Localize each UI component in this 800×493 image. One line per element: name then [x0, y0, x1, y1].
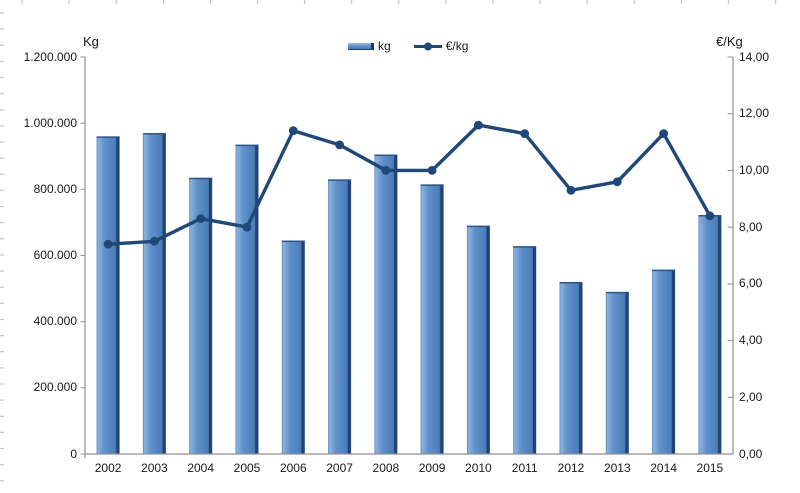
- y2-axis-tick-label: 4,00: [739, 333, 763, 348]
- y-axis-tick-label: 600.000: [33, 248, 77, 262]
- y-axis-tick-label: 400.000: [33, 314, 77, 329]
- right-axis-title: €/Kg: [716, 34, 743, 49]
- x-axis-tick-label: 2004: [187, 461, 215, 475]
- x-axis-tick-label: 2014: [650, 461, 677, 475]
- x-axis-tick-label: 2012: [557, 461, 585, 475]
- bar-series-icon: [348, 42, 374, 50]
- y2-axis-tick-label: 8,00: [739, 219, 763, 234]
- y2-axis-tick-label: 12,00: [739, 106, 770, 121]
- left-axis-title: Kg: [83, 34, 99, 49]
- y-axis-tick-label: 200.000: [33, 380, 77, 395]
- x-axis-tick-label: 2015: [696, 461, 724, 475]
- y2-axis-tick-label: 14,00: [739, 49, 770, 64]
- x-axis-tick-label: 2006: [279, 461, 307, 475]
- x-axis-tick-label: 2005: [233, 461, 261, 475]
- y2-axis-tick-label: 10,00: [739, 162, 770, 177]
- y2-axis-tick-label: 0,00: [739, 446, 763, 461]
- legend-item-eur: €/kg: [413, 39, 469, 53]
- x-axis-tick-label: 2009: [418, 461, 446, 475]
- legend-item-kg: kg: [348, 39, 391, 53]
- legend-label-eur: €/kg: [445, 39, 469, 53]
- y2-axis-tick-label: 2,00: [739, 389, 763, 404]
- x-axis-tick-label: 2013: [603, 461, 631, 475]
- y-axis-tick-label: 1.200.000: [23, 49, 77, 64]
- y-axis-tick-label: 1.000.000: [23, 115, 77, 130]
- y2-axis-tick-label: 6,00: [739, 276, 763, 291]
- x-axis-tick-label: 2010: [465, 461, 492, 475]
- legend: kg €/kg: [348, 39, 468, 53]
- y-axis-tick-label: 800.000: [33, 181, 77, 196]
- x-axis-tick-label: 2011: [511, 461, 538, 475]
- line-series-icon: [413, 42, 442, 50]
- x-axis-tick-label: 2002: [94, 461, 122, 475]
- x-axis-tick-label: 2008: [372, 461, 400, 475]
- x-axis-tick-label: 2003: [141, 461, 168, 475]
- y-axis-tick-label: 0: [70, 446, 77, 461]
- x-axis-tick-label: 2007: [326, 461, 353, 475]
- legend-label-kg: kg: [378, 39, 391, 53]
